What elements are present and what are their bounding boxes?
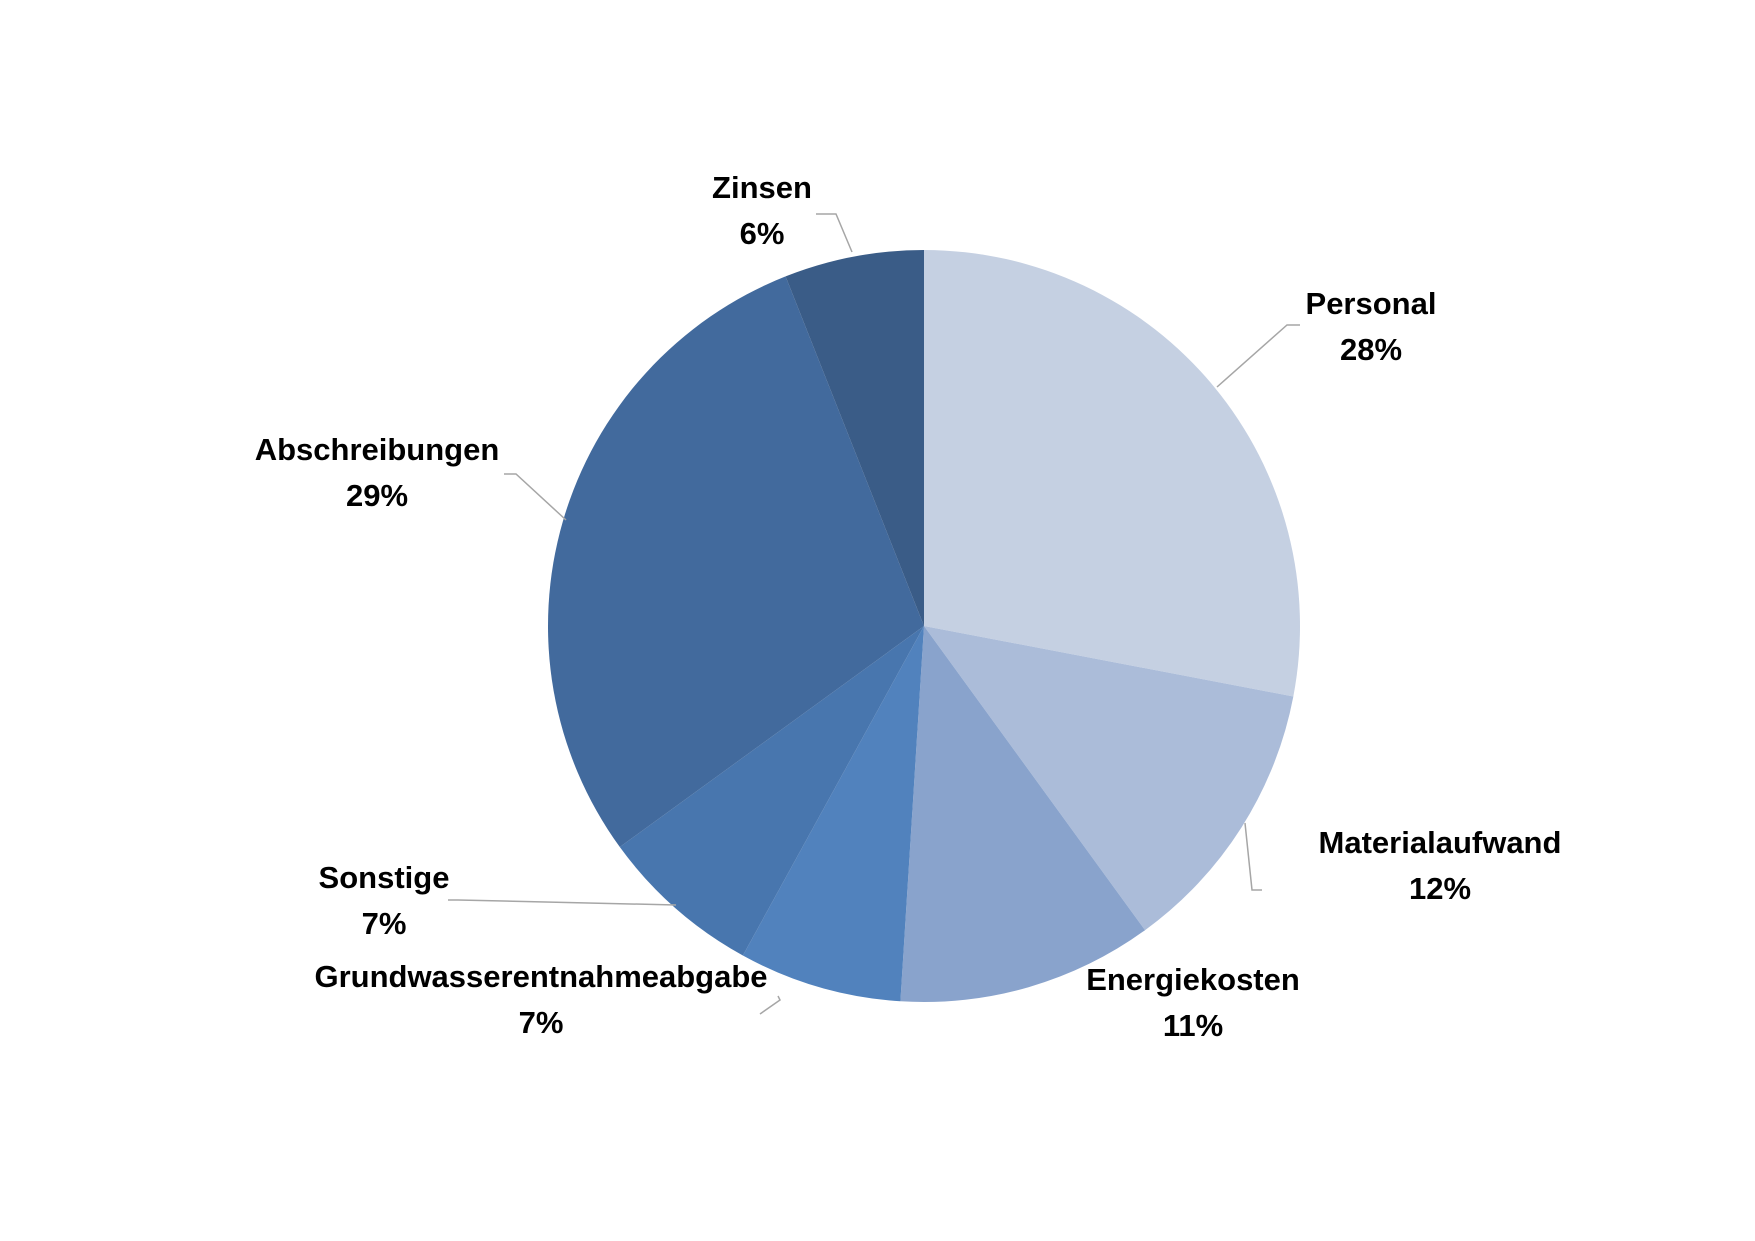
slice-label-grundwasserentnahmeabgabe: Grundwasserentnahmeabgabe [314, 959, 767, 994]
leader-line-sonstige [448, 899, 677, 906]
leader-line-abschreibungen [504, 473, 567, 521]
slice-percent-abschreibungen: 29% [346, 478, 408, 513]
pie-slice-zinsen [785, 250, 924, 626]
leader-lines [448, 213, 1300, 1015]
slice-label-sonstige: Sonstige [319, 860, 450, 895]
slice-percent-grundwasserentnahmeabgabe: 7% [519, 1005, 564, 1040]
data-labels: Personal 28% Materialaufwand 12% Energiekost… [255, 170, 1562, 1043]
pie-slice-sonstige [619, 626, 924, 956]
pie-slice-abschreibungen [548, 276, 924, 848]
pie-slices [548, 250, 1300, 1002]
slice-percent-sonstige: 7% [362, 906, 407, 941]
slice-label-materialaufwand: Materialaufwand [1319, 825, 1562, 860]
leader-line-grundwasserentnahmeabgabe [759, 995, 781, 1015]
slice-label-energiekosten: Energiekosten [1086, 962, 1300, 997]
pie-slice-materialaufwand [924, 626, 1294, 931]
leader-line-materialaufwand [1244, 822, 1262, 891]
pie-slice-energiekosten [900, 626, 1146, 1002]
leader-line-personal [1216, 324, 1300, 388]
slice-percent-materialaufwand: 12% [1409, 871, 1471, 906]
slice-percent-energiekosten: 11% [1163, 1008, 1223, 1043]
slice-percent-personal: 28% [1340, 332, 1402, 367]
pie-slice-personal [924, 250, 1300, 697]
slice-percent-zinsen: 6% [740, 216, 785, 251]
leader-line-zinsen [816, 213, 853, 253]
slice-label-abschreibungen: Abschreibungen [255, 432, 500, 467]
pie-slice-grundwasserentnahmeabgabe [742, 626, 924, 1002]
slice-label-zinsen: Zinsen [712, 170, 812, 205]
slice-label-personal: Personal [1306, 286, 1437, 321]
